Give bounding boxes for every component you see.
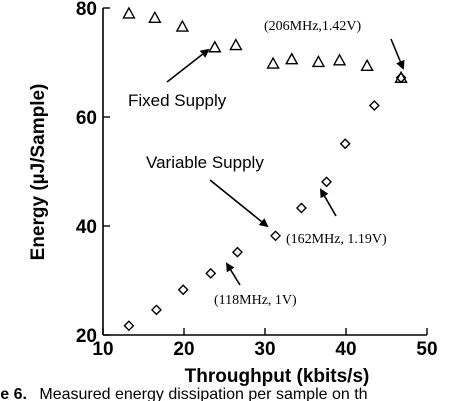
fixed-supply-point [208,40,222,53]
y-tick-label: 20 [76,326,97,347]
variable-supply-point [395,72,407,84]
fixed-supply-label: Fixed Supply [128,91,227,110]
variable-supply-point [205,267,217,279]
y-axis-label: Energy (µJ/Sample) [28,84,49,261]
annotation-206mhz-pointer [390,38,405,70]
variable-supply-point [150,304,162,316]
annotation-118mhz-pointer [225,262,241,286]
variable-supply-label: Variable Supply [146,153,264,172]
series-markers [122,6,408,332]
variable-supply-point [123,320,135,332]
variable-supply-point [339,138,351,150]
x-tick-label: 30 [254,339,275,360]
fixed-supply-point [148,10,162,24]
x-tick-label: 40 [335,339,356,360]
fixed-supply-point [332,53,347,66]
figure-caption: re 6. Measured energy dissipation per sa… [0,386,368,401]
annotation-118mhz: (118MHz, 1V) [214,293,297,308]
fixed-supply-series [122,6,408,83]
fixed-supply-point [122,6,136,19]
variable-supply-point [321,176,333,188]
fixed-supply-point [285,52,299,65]
x-tick-label: 10 [92,339,113,360]
x-axis-label: Throughput (kbits/s) [185,366,370,387]
x-tick-label: 50 [416,339,437,360]
variable-supply-series [123,72,407,332]
x-axis-ticks: 10 20 30 40 50 [92,328,438,360]
y-axis-ticks: 20 40 60 80 [76,0,110,347]
y-tick-label: 40 [76,217,97,238]
figure-caption-prefix: re 6. [0,386,27,401]
variable-supply-point [270,230,282,242]
variable-supply-point [177,284,189,296]
figure-caption-text: Measured energy dissipation per sample o… [39,386,367,401]
annotation-206mhz: (206MHz,1.42V) [264,19,362,34]
variable-supply-pointer [209,179,269,228]
annotation-162mhz: (162MHz, 1.19V) [286,232,387,247]
variable-supply-point [295,202,307,214]
annotation-162mhz-pointer [320,188,337,217]
fixed-supply-point [360,58,374,71]
fixed-supply-point [311,55,326,68]
variable-supply-point [368,100,380,112]
variable-supply-point [231,246,243,258]
y-tick-label: 80 [76,0,97,20]
fixed-supply-point [175,19,190,32]
fixed-supply-point [266,56,280,69]
fixed-supply-pointer [166,48,210,83]
fixed-supply-point [229,38,243,51]
x-tick-label: 20 [173,339,194,360]
y-tick-label: 60 [76,108,97,129]
